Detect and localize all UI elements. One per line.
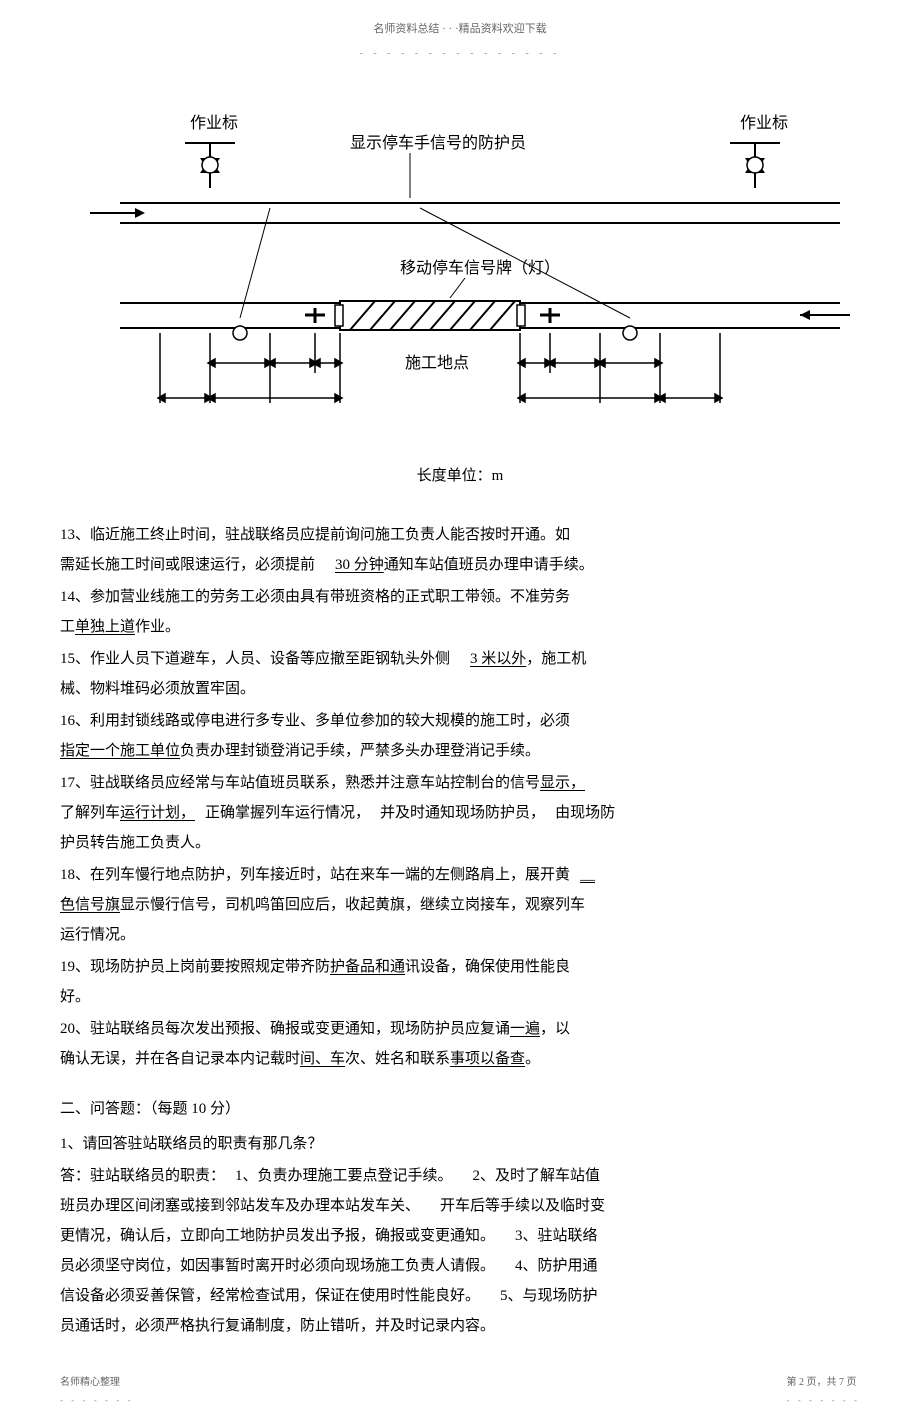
construction-diagram: 作业标 作业标 显示停车手信号的防护员 移动停车信号牌（灯） — [60, 103, 860, 443]
diagram-container: 作业标 作业标 显示停车手信号的防护员 移动停车信号牌（灯） — [60, 103, 860, 490]
signal-guard-label: 显示停车手信号的防护员 — [350, 134, 526, 152]
section2-title: 二、问答题：（每题 10 分） — [60, 1094, 860, 1124]
construction-site-label: 施工地点 — [405, 354, 469, 372]
footer-right: 第 2 页，共 7 页 — [787, 1374, 860, 1392]
page-header: 名师资料总结 · · ·精品资料欢迎下载 — [60, 20, 860, 40]
unit-label: 长度单位：m — [60, 463, 860, 490]
footer-right-dots: - - - - - - - — [787, 1392, 860, 1408]
footer-left: 名师精心整理 — [60, 1374, 133, 1392]
item-15: 15、作业人员下道避车，人员、设备等应撤至距钢轨头外侧3 米以外，施工机 械、物… — [60, 644, 860, 704]
item-18: 18、在列车慢行地点防护，列车接近时，站在来车一端的左侧路肩上，展开黄__ 色信… — [60, 860, 860, 950]
mobile-stop-label: 移动停车信号牌（灯） — [400, 259, 560, 277]
section2-answer: 答：驻站联络员的职责：1、负责办理施工要点登记手续。2、及时了解车站值 班员办理… — [60, 1161, 860, 1341]
section2-q1: 1、请回答驻站联络员的职责有那几条？ — [60, 1129, 860, 1159]
work-sign-left-label: 作业标 — [190, 114, 238, 132]
work-sign-right-label: 作业标 — [740, 114, 788, 132]
page-footer: 名师精心整理 - - - - - - - 第 2 页，共 7 页 - - - -… — [60, 1374, 860, 1408]
item-17: 17、驻战联络员应经常与车站值班员联系，熟悉并注意车站控制台的信号显示， 了解列… — [60, 768, 860, 858]
item-16: 16、利用封锁线路或停电进行多专业、多单位参加的较大规模的施工时，必须 指定一个… — [60, 706, 860, 766]
content-body: 13、临近施工终止时间，驻战联络员应提前询问施工负责人能否按时开通。如 需延长施… — [60, 520, 860, 1341]
item-19: 19、现场防护员上岗前要按照规定带齐防护备品和通讯设备，确保使用性能良 好。 — [60, 952, 860, 1012]
item-14: 14、参加营业线施工的劳务工必须由具有带班资格的正式职工带领。不准劳务 工单独上… — [60, 582, 860, 642]
item-20: 20、驻站联络员每次发出预报、确报或变更通知，现场防护员应复诵一遍，以 确认无误… — [60, 1014, 860, 1074]
item-13: 13、临近施工终止时间，驻战联络员应提前询问施工负责人能否按时开通。如 需延长施… — [60, 520, 860, 580]
footer-left-dots: - - - - - - - — [60, 1392, 133, 1408]
header-dots: - - - - - - - - - - - - - - - — [60, 45, 860, 63]
